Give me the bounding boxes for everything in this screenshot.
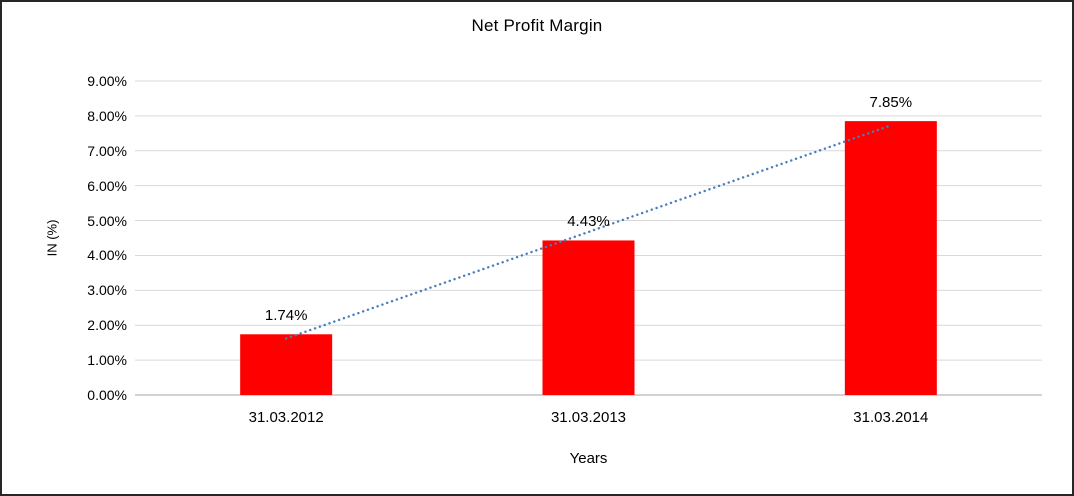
- y-tick-label: 7.00%: [87, 142, 127, 159]
- y-tick-label: 2.00%: [87, 317, 127, 334]
- x-tick-label: 31.03.2013: [550, 409, 627, 426]
- chart-title: Net Profit Margin: [471, 16, 603, 35]
- y-tick-label: 8.00%: [87, 107, 127, 124]
- bar-data-label: 7.85%: [869, 94, 913, 112]
- y-tick-label: 0.00%: [87, 387, 127, 403]
- x-tick-label: 31.03.2012: [248, 409, 324, 426]
- linear-trendline: [284, 124, 893, 340]
- y-tick-label: 5.00%: [87, 212, 127, 229]
- y-tick-label: 6.00%: [87, 177, 127, 194]
- bar-data-label: 1.74%: [264, 307, 308, 325]
- x-tick-label: 31.03.2014: [853, 409, 929, 426]
- bar-31.03.2014: [844, 121, 937, 395]
- y-tick-label: 3.00%: [87, 282, 127, 299]
- bar-31.03.2012: [240, 334, 333, 395]
- y-tick-label: 4.00%: [87, 247, 127, 264]
- y-tick-label: 1.00%: [87, 352, 127, 369]
- y-axis-tick-labels: 0.00% 1.00% 2.00% 3.00% 4.00% 5.00% 6.00% 7.00%…: [2, 2, 127, 494]
- y-tick-label: 9.00%: [87, 73, 127, 89]
- x-axis-title: Years: [569, 450, 608, 467]
- bar-data-label: 4.43%: [567, 213, 610, 231]
- bar-31.03.2013: [542, 240, 635, 395]
